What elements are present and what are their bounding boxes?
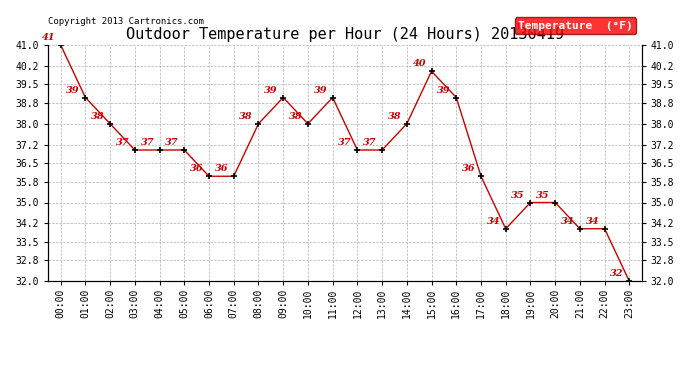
Temperature  (°F) xyxy=(279,95,287,100)
Text: 38: 38 xyxy=(388,112,402,121)
Legend: Temperature  (°F): Temperature (°F) xyxy=(515,18,636,34)
Text: 36: 36 xyxy=(190,165,204,174)
Temperature  (°F) xyxy=(502,226,510,231)
Text: 36: 36 xyxy=(462,165,475,174)
Temperature  (°F) xyxy=(180,148,188,152)
Text: 39: 39 xyxy=(313,86,327,95)
Temperature  (°F) xyxy=(551,200,560,205)
Text: 37: 37 xyxy=(338,138,352,147)
Temperature  (°F) xyxy=(353,148,362,152)
Temperature  (°F) xyxy=(304,122,312,126)
Temperature  (°F) xyxy=(600,226,609,231)
Title: Outdoor Temperature per Hour (24 Hours) 20130419: Outdoor Temperature per Hour (24 Hours) … xyxy=(126,27,564,42)
Temperature  (°F) xyxy=(155,148,164,152)
Text: 32: 32 xyxy=(610,270,624,279)
Temperature  (°F) xyxy=(230,174,238,178)
Temperature  (°F) xyxy=(130,148,139,152)
Text: Copyright 2013 Cartronics.com: Copyright 2013 Cartronics.com xyxy=(48,16,204,26)
Temperature  (°F) xyxy=(81,95,90,100)
Text: 38: 38 xyxy=(239,112,253,121)
Text: 38: 38 xyxy=(289,112,302,121)
Temperature  (°F) xyxy=(452,95,460,100)
Text: 35: 35 xyxy=(511,191,525,200)
Text: 37: 37 xyxy=(363,138,377,147)
Text: 41: 41 xyxy=(41,33,55,42)
Temperature  (°F) xyxy=(575,226,584,231)
Temperature  (°F) xyxy=(57,43,65,47)
Temperature  (°F) xyxy=(378,148,386,152)
Text: 34: 34 xyxy=(561,217,574,226)
Temperature  (°F) xyxy=(255,122,263,126)
Temperature  (°F) xyxy=(205,174,213,178)
Temperature  (°F) xyxy=(328,95,337,100)
Text: 39: 39 xyxy=(437,86,451,95)
Temperature  (°F) xyxy=(106,122,115,126)
Text: 35: 35 xyxy=(536,191,550,200)
Line: Temperature  (°F): Temperature (°F) xyxy=(57,42,633,285)
Temperature  (°F) xyxy=(477,174,485,178)
Text: 37: 37 xyxy=(116,138,129,147)
Text: 34: 34 xyxy=(586,217,599,226)
Text: 37: 37 xyxy=(141,138,154,147)
Temperature  (°F) xyxy=(403,122,411,126)
Text: 39: 39 xyxy=(66,86,80,95)
Text: 40: 40 xyxy=(413,60,426,69)
Temperature  (°F) xyxy=(427,69,435,74)
Temperature  (°F) xyxy=(526,200,535,205)
Text: 37: 37 xyxy=(165,138,179,147)
Text: 36: 36 xyxy=(215,165,228,174)
Text: 38: 38 xyxy=(91,112,105,121)
Text: 39: 39 xyxy=(264,86,277,95)
Temperature  (°F) xyxy=(625,279,633,284)
Text: 34: 34 xyxy=(486,217,500,226)
